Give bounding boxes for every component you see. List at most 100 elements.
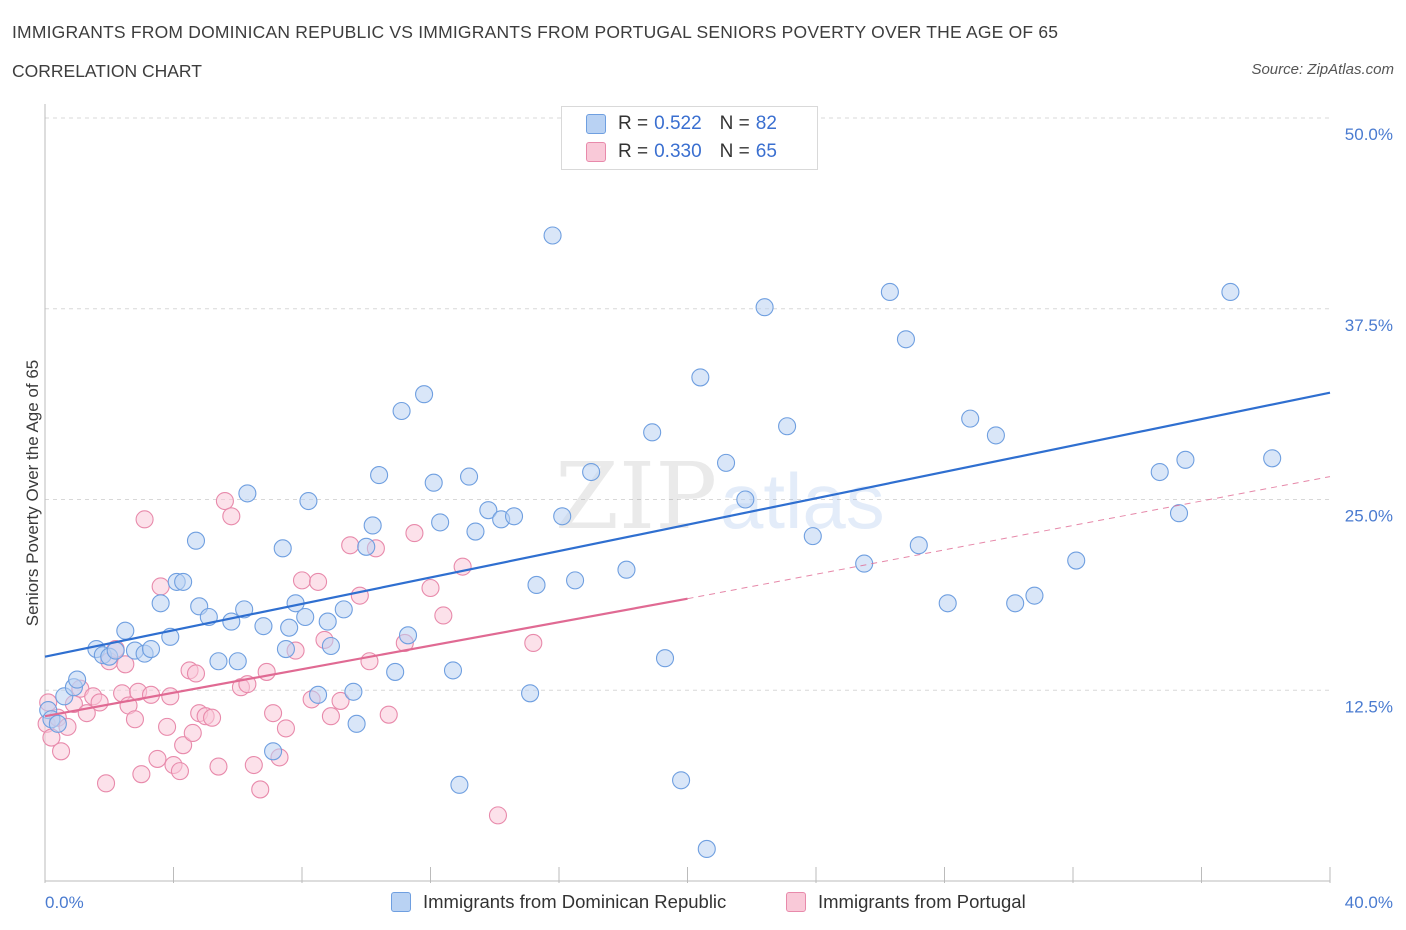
portugal-point (264, 704, 283, 723)
y-axis-label: Seniors Poverty Over the Age of 65 (23, 360, 42, 626)
dominican-point (318, 612, 337, 631)
axes (44, 104, 1331, 883)
dominican-point (334, 600, 353, 619)
dominican-point (459, 467, 479, 486)
portugal-point (341, 536, 360, 555)
dominican-point (276, 639, 295, 659)
dominican-point (1263, 449, 1282, 468)
portugal-point (209, 757, 228, 776)
legend-n-value: 65 (755, 141, 777, 162)
dominican-point (466, 522, 485, 541)
dominican-point (655, 649, 675, 668)
dominican-point (553, 507, 572, 526)
dominican-point (174, 572, 193, 591)
dominican-point (273, 539, 292, 558)
source-label: Source: ZipAtlas.com (1251, 61, 1394, 78)
dominican-point (386, 662, 405, 681)
portugal-point (257, 662, 276, 681)
legend-swatch-pink (586, 142, 606, 162)
dominican-point (415, 385, 434, 404)
portugal-point (244, 755, 263, 775)
portugal-point (125, 710, 144, 729)
legend-n-label: N = (719, 113, 750, 134)
portugal-point (161, 687, 180, 706)
y-tick-labels: 12.5% 25.0% 37.5% 50.0% (1345, 125, 1393, 716)
portugal-trend-extension (687, 476, 1331, 600)
dominican-point (1150, 462, 1169, 482)
dominican-point (141, 639, 161, 659)
dominican-point (527, 575, 546, 595)
legend-r-label: R = (618, 113, 649, 134)
dominican-point (228, 652, 247, 671)
legend-r-value: 0.522 (654, 113, 702, 134)
portugal-point (222, 507, 241, 526)
dominican-point (68, 670, 87, 689)
dominican-point (186, 531, 206, 550)
legend-swatch-blue (586, 114, 606, 134)
dominican-point (909, 536, 928, 555)
bottom-legend-portugal: Immigrants from Portugal (786, 888, 1026, 916)
dominican-point (938, 594, 957, 613)
portugal-point (132, 765, 151, 784)
dominican-point (48, 714, 67, 733)
dominican-point (896, 330, 916, 349)
dominican-point (370, 466, 389, 485)
y-tick-label: 25.0% (1345, 507, 1393, 526)
portugal-point (524, 633, 543, 652)
portugal-point (379, 705, 398, 724)
dominican-point (479, 501, 498, 520)
portugal-point (421, 578, 440, 598)
dominican-point (617, 560, 636, 579)
dominican-point (209, 652, 228, 671)
dominican-point (716, 453, 736, 472)
dominican-point (296, 607, 315, 627)
dominican-point (672, 771, 691, 790)
watermark-zip: ZIP (555, 443, 717, 550)
portugal-point (148, 749, 167, 768)
portugal-point (116, 655, 135, 674)
dominican-point (238, 484, 257, 503)
portugal-point (52, 742, 71, 761)
portugal-point (96, 774, 116, 793)
dominican-point (280, 618, 299, 637)
y-tick-label: 12.5% (1345, 697, 1393, 716)
dominican-point (450, 775, 469, 794)
dominican-point (1067, 551, 1086, 570)
dominican-point (880, 282, 899, 302)
bottom-legend-swatch-blue (391, 892, 411, 912)
chart-title: IMMIGRANTS FROM DOMINICAN REPUBLIC VS IM… (12, 22, 1059, 42)
portugal-point (405, 524, 424, 543)
dominican-point (431, 513, 450, 532)
dominican-point (521, 684, 540, 703)
dominican-point (961, 409, 980, 428)
dominican-point (443, 661, 463, 680)
chart-subtitle: CORRELATION CHART (12, 61, 202, 81)
portugal-point (276, 719, 295, 738)
portugal-point (215, 491, 234, 511)
dominican-point (106, 641, 125, 660)
legend-n-value: 82 (755, 113, 777, 134)
dominican-point (347, 714, 366, 733)
portugal-point (321, 707, 340, 726)
portugal-point (151, 577, 170, 596)
dominican-point (357, 537, 376, 556)
dominican-point (363, 516, 382, 535)
y-tick-label: 37.5% (1345, 316, 1393, 335)
dominican-point (116, 621, 135, 640)
dominican-point (392, 401, 411, 421)
legend-r-value: 0.330 (654, 141, 702, 162)
dominican-point (424, 473, 443, 492)
bottom-legend-dominican: Immigrants from Dominican Republic (391, 888, 726, 916)
dominican-point (309, 685, 328, 704)
dominican-point (1176, 450, 1195, 469)
dominican-point (855, 554, 874, 573)
dominican-point (543, 226, 562, 245)
bottom-legend-label: Immigrants from Dominican Republic (423, 891, 727, 912)
portugal-trend-line (44, 597, 688, 718)
bottom-legend-label: Immigrants from Portugal (818, 891, 1026, 912)
dominican-point (778, 417, 797, 436)
trend-lines (44, 391, 1331, 718)
legend-r-label: R = (618, 141, 649, 162)
x-tick-labels: 0.0% 40.0% (45, 893, 1393, 912)
